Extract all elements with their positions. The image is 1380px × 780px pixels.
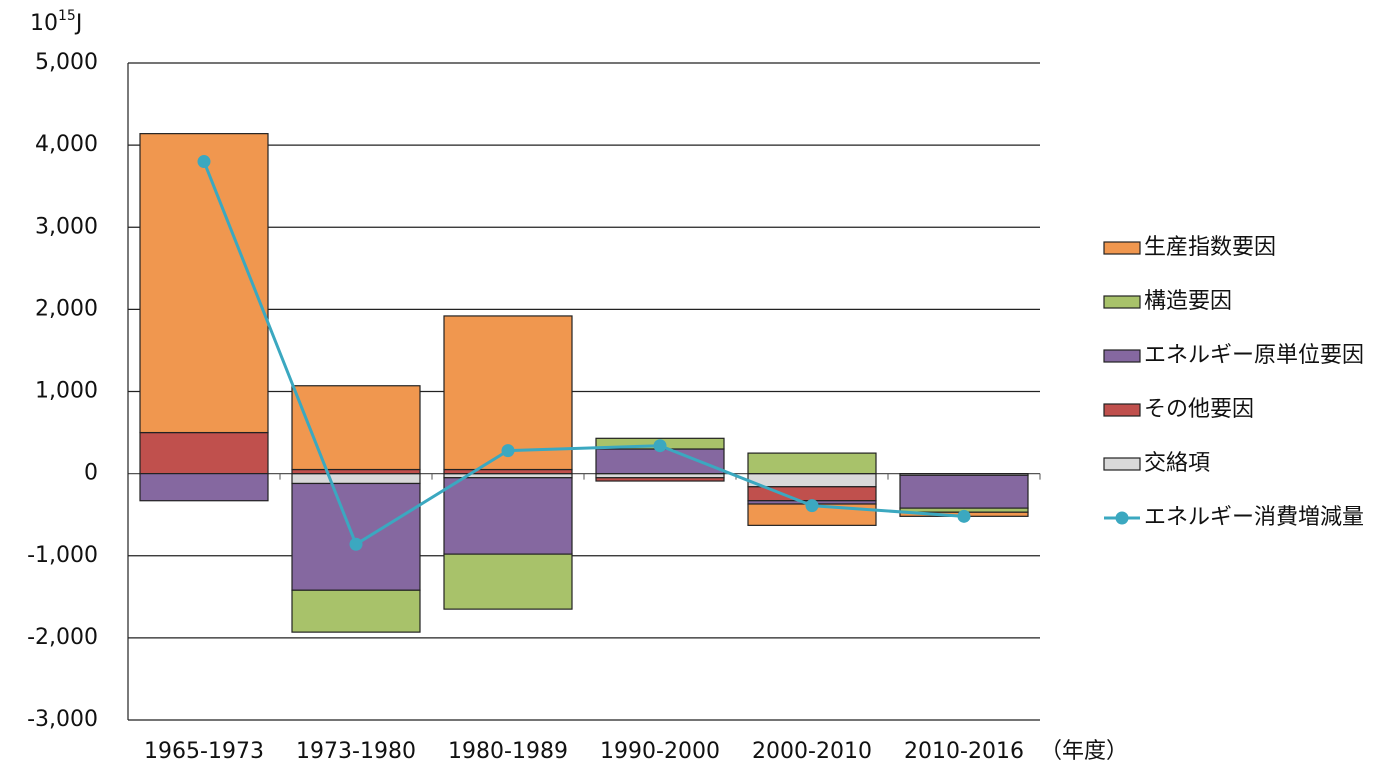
- bar-segment: [595, 473, 725, 479]
- y-unit: 1015J: [30, 8, 82, 36]
- legend-label: 交絡項: [1144, 451, 1210, 476]
- y-tick-label: 5,000: [35, 50, 98, 75]
- x-tick-label: 2010-2016: [904, 739, 1024, 764]
- x-tick-label: 2000-2010: [752, 739, 872, 764]
- y-tick-label: 1,000: [35, 379, 98, 404]
- bar-segment: [443, 315, 573, 471]
- legend-marker: [1115, 511, 1129, 525]
- bar-segment: [291, 482, 421, 591]
- line-marker: [197, 155, 211, 169]
- bar-segment: [139, 133, 269, 434]
- unit-base: 10: [30, 11, 58, 36]
- legend-label: その他要因: [1144, 397, 1254, 422]
- bar-segment: [443, 468, 573, 475]
- bar-segment: [139, 473, 269, 502]
- line-marker: [957, 509, 971, 523]
- y-tick-label: 3,000: [35, 214, 98, 239]
- bar-segment: [747, 452, 877, 475]
- x-label: （年度）: [1040, 739, 1128, 764]
- line-marker: [501, 444, 515, 458]
- bar-segment: [899, 474, 1029, 509]
- x-tick-label: 1965-1973: [144, 739, 264, 764]
- bar-segment: [443, 553, 573, 610]
- y-tick-label: 4,000: [35, 132, 98, 157]
- y-tick-label: -3,000: [27, 707, 98, 732]
- unit-exponent: 15: [58, 8, 76, 24]
- legend-label: エネルギー消費増減量: [1144, 505, 1364, 530]
- x-tick-label: 1990-2000: [600, 739, 720, 764]
- y-tick-label: 2,000: [35, 296, 98, 321]
- legend-label: 生産指数要因: [1144, 235, 1276, 260]
- line-marker: [805, 499, 819, 513]
- bar-segment: [139, 431, 269, 475]
- y-tick-label: -1,000: [27, 543, 98, 568]
- bar-segment: [291, 589, 421, 633]
- x-tick-label: 1973-1980: [296, 739, 416, 764]
- legend-swatch: [1103, 403, 1141, 417]
- y-tick-label: 0: [84, 461, 98, 486]
- legend-label: 構造要因: [1144, 289, 1232, 314]
- legend-swatch: [1103, 295, 1141, 309]
- line-marker: [653, 439, 667, 453]
- legend-swatch: [1103, 349, 1141, 363]
- x-tick-label: 1980-1989: [448, 739, 568, 764]
- bar-segment: [443, 477, 573, 555]
- legend-swatch: [1103, 457, 1141, 471]
- line-marker: [349, 537, 363, 551]
- bar-segment: [595, 477, 725, 482]
- bar-segment: [291, 468, 421, 475]
- bar-segment: [595, 448, 725, 475]
- bar-segment: [291, 385, 421, 471]
- bar-segment: [747, 473, 877, 488]
- line: [202, 160, 965, 547]
- legend-label: エネルギー原単位要因: [1144, 343, 1364, 368]
- unit-name: J: [74, 11, 83, 36]
- y-tick-label: -2,000: [27, 625, 98, 650]
- legend-swatch: [1103, 241, 1141, 255]
- bar-segment: [291, 473, 421, 485]
